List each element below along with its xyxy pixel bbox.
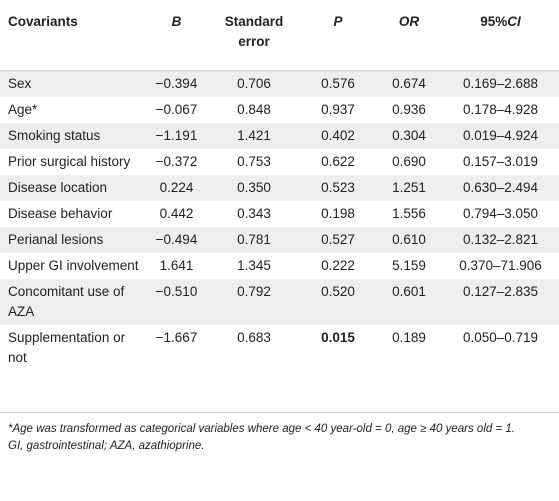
cell-or: 5.159	[392, 257, 426, 273]
cell-covariant: Concomitant use of AZA	[8, 283, 125, 319]
header-b: B	[145, 0, 208, 71]
cell-standard-error: 0.792	[237, 283, 271, 299]
cell-covariant: Supplementation or not	[8, 329, 126, 365]
cell-p: 0.198	[321, 205, 355, 221]
cell-p: 0.520	[321, 283, 355, 299]
cell-b: −0.510	[155, 283, 198, 299]
cell-ci: 0.630–2.494	[462, 179, 539, 195]
header-ci: 95%CI	[442, 0, 559, 71]
cell-or: 0.189	[392, 329, 426, 345]
header-standard-error: Standard error	[208, 0, 300, 71]
cell-b: −0.067	[155, 101, 198, 117]
cell-b: 0.442	[159, 205, 194, 221]
cell-covariant: Age*	[8, 101, 38, 117]
cell-p: 0.527	[321, 231, 355, 247]
footnote-age: *Age was transformed as categorical vari…	[8, 423, 515, 435]
table-row: Smoking status −1.191 1.421 0.402 0.304 0.019…	[0, 122, 559, 149]
cell-or: 0.690	[392, 153, 426, 169]
cell-or: 0.610	[392, 231, 426, 247]
cell-ci: 0.050–0.719	[462, 329, 539, 345]
cell-b: 1.641	[159, 257, 194, 273]
cell-standard-error: 0.753	[237, 153, 271, 169]
cell-b: 0.224	[159, 179, 194, 195]
cell-p: 0.937	[321, 101, 355, 117]
cell-p: 0.523	[321, 179, 355, 195]
cell-p: 0.222	[321, 257, 355, 273]
cell-b: −1.667	[155, 329, 198, 345]
cell-standard-error: 0.848	[237, 101, 271, 117]
footnote-abbreviations: GI, gastrointestinal; AZA, azathioprine.	[8, 440, 205, 452]
cell-or: 0.936	[392, 101, 426, 117]
cell-covariant: Disease location	[8, 179, 108, 195]
table-row: Upper GI involvement 1.641 1.345 0.222 5.159…	[0, 252, 559, 279]
cell-b: −0.372	[155, 153, 198, 169]
table-row: Age* −0.067 0.848 0.937 0.936 0.178–4.928	[0, 96, 559, 123]
table-row: Sex −0.394 0.706 0.576 0.674 0.169–2.688	[0, 70, 559, 97]
header-or: OR	[376, 0, 442, 71]
cell-standard-error: 1.421	[237, 127, 271, 143]
cell-covariant: Upper GI involvement	[8, 257, 139, 273]
cell-standard-error: 0.683	[237, 329, 271, 345]
table-row: Supplementation or not −1.667 0.683 0.015 0.…	[0, 324, 559, 371]
cell-ci: 0.794–3.050	[462, 205, 539, 221]
cell-b: −0.394	[155, 75, 198, 91]
header-ci-prefix: 95%	[480, 14, 508, 29]
cell-b: −1.191	[155, 127, 198, 143]
table-body: Sex −0.394 0.706 0.576 0.674 0.169–2.688 Age* −…	[0, 70, 559, 371]
regression-table: Covariants B Standard error P OR 95%CI S…	[0, 0, 559, 371]
cell-p: 0.015	[321, 329, 355, 345]
cell-covariant: Prior surgical history	[8, 153, 131, 169]
cell-standard-error: 0.350	[237, 179, 271, 195]
cell-p: 0.402	[321, 127, 355, 143]
cell-or: 0.304	[392, 127, 426, 143]
cell-ci: 0.132–2.821	[462, 231, 539, 247]
cell-or: 1.556	[392, 205, 426, 221]
table-row: Concomitant use of AZA −0.510 0.792 0.520 0.…	[0, 278, 559, 325]
cell-or: 1.251	[392, 179, 426, 195]
cell-ci: 0.169–2.688	[462, 75, 539, 91]
table-row: Disease behavior 0.442 0.343 0.198 1.556 0.79…	[0, 200, 559, 227]
header-p: P	[300, 0, 376, 71]
cell-covariant: Smoking status	[8, 127, 101, 143]
cell-standard-error: 1.345	[237, 257, 271, 273]
cell-p: 0.622	[321, 153, 355, 169]
cell-or: 0.674	[392, 75, 426, 91]
cell-ci: 0.157–3.019	[462, 153, 539, 169]
header-covariants: Covariants	[0, 0, 145, 71]
header-row: Covariants B Standard error P OR 95%CI	[0, 0, 559, 71]
cell-standard-error: 0.781	[237, 231, 271, 247]
table-footnotes: *Age was transformed as categorical vari…	[0, 412, 559, 501]
cell-p: 0.576	[321, 75, 355, 91]
cell-covariant: Disease behavior	[8, 205, 113, 221]
table-header: Covariants B Standard error P OR 95%CI	[0, 0, 559, 71]
cell-ci: 0.019–4.924	[462, 127, 539, 143]
cell-standard-error: 0.706	[237, 75, 271, 91]
header-ci-suffix: CI	[507, 14, 521, 29]
cell-ci: 0.178–4.928	[462, 101, 539, 117]
table-row: Prior surgical history −0.372 0.753 0.622 0.…	[0, 148, 559, 175]
table-row: Perianal lesions −0.494 0.781 0.527 0.610 0.1…	[0, 226, 559, 253]
cell-ci: 0.127–2.835	[462, 283, 539, 299]
cell-standard-error: 0.343	[237, 205, 271, 221]
cell-covariant: Sex	[8, 75, 32, 91]
table-row: Disease location 0.224 0.350 0.523 1.251 0.63…	[0, 174, 559, 201]
cell-ci: 0.370–71.906	[459, 257, 542, 273]
cell-b: −0.494	[155, 231, 198, 247]
cell-covariant: Perianal lesions	[8, 231, 104, 247]
cell-or: 0.601	[392, 283, 426, 299]
